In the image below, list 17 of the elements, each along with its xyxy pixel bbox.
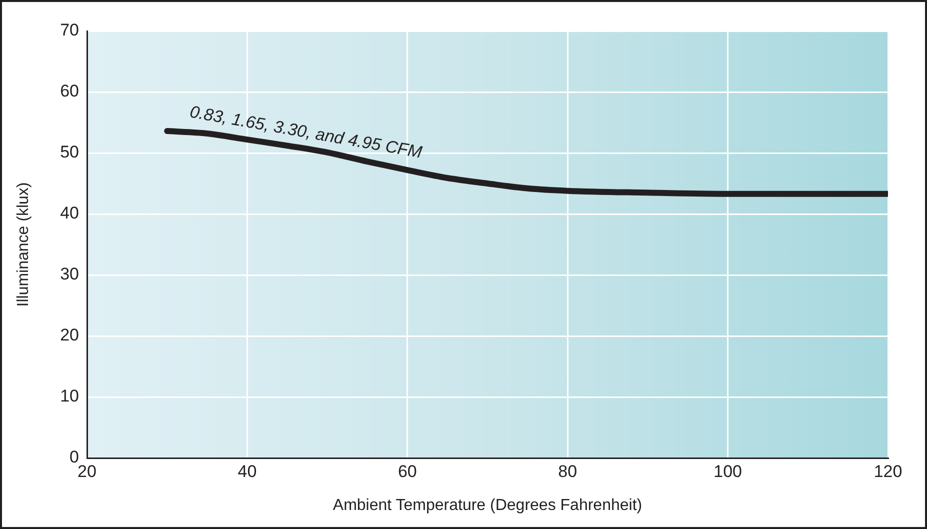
x-tick-label: 120: [874, 462, 902, 481]
y-tick-label: 20: [60, 326, 79, 345]
y-axis-title: Illuminance (klux): [15, 182, 32, 307]
text: 0.83, 1.65, 3.30, and 4.95 CFM: [188, 102, 424, 162]
x-tick-label: 20: [78, 462, 96, 481]
x-tick-label: 60: [398, 462, 417, 481]
y-tick-label: 60: [60, 82, 79, 101]
y-tick-label: 50: [60, 142, 79, 162]
y-tick-label: 30: [60, 264, 79, 284]
x-tick-label: 100: [714, 462, 742, 481]
y-tick-label: 70: [60, 20, 79, 40]
x-axis-title: Ambient Temperature (Degrees Fahrenheit): [332, 496, 642, 514]
x-tick-label: 80: [558, 462, 578, 481]
y-tick-label: 0: [70, 448, 79, 467]
x-tick-label: 40: [238, 462, 257, 481]
y-tick-label: 10: [60, 386, 79, 406]
y-tick-label: 40: [60, 204, 79, 223]
